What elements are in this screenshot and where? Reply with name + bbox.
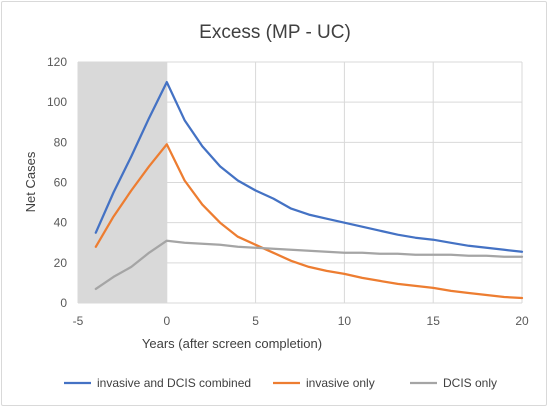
y-axis-label: Net Cases (23, 151, 38, 212)
y-tick-label: 40 (54, 216, 68, 230)
y-tick-label: 20 (54, 256, 68, 270)
y-tick-labels: 0 20 40 60 80 100 120 (47, 55, 67, 310)
x-axis-label: Years (after screen completion) (142, 336, 322, 351)
legend: invasive and DCIS combined invasive only D… (64, 376, 497, 390)
legend-label: invasive and DCIS combined (97, 376, 251, 390)
legend-label: DCIS only (443, 376, 497, 390)
y-tick-label: 0 (60, 296, 67, 310)
chart-title: Excess (MP - UC) (199, 22, 351, 43)
x-tick-label: 5 (252, 314, 259, 328)
y-tick-label: 80 (54, 135, 68, 149)
y-tick-label: 120 (47, 55, 67, 69)
x-tick-label: 20 (515, 314, 529, 328)
series-line-2 (94, 143, 524, 300)
series-line-3 (94, 239, 524, 291)
x-tick-label: 0 (163, 314, 170, 328)
x-tick-label: 10 (338, 314, 352, 328)
y-tick-label: 100 (47, 95, 67, 109)
x-tick-label: 15 (427, 314, 441, 328)
series-lines (94, 80, 524, 300)
gridlines (77, 61, 523, 304)
legend-label: invasive only (306, 376, 375, 390)
x-tick-label: -5 (73, 314, 84, 328)
y-tick-label: 60 (54, 176, 68, 190)
series-line-1 (94, 80, 524, 253)
x-tick-labels: -5 0 5 10 15 20 (73, 314, 529, 328)
